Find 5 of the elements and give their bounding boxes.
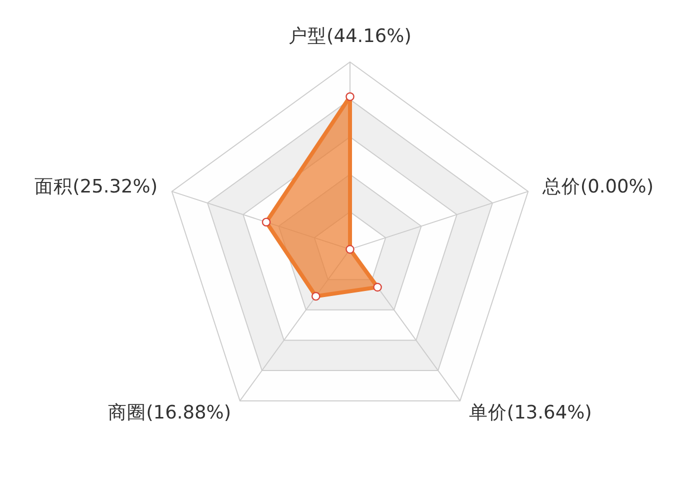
spoke-label: 面积(25.32%) (34, 176, 158, 198)
spoke-label: 总价(0.00%) (541, 176, 654, 198)
spoke-label: 单价(13.64%) (468, 402, 592, 424)
spoke-label: 商圈(16.88%) (108, 401, 232, 424)
spoke-label: 户型(44.16%) (288, 25, 412, 47)
